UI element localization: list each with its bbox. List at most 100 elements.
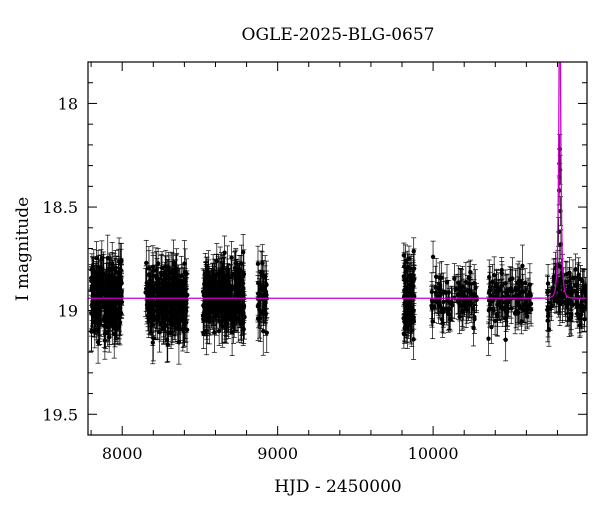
data-point-marker — [146, 283, 152, 288]
data-point — [143, 268, 149, 317]
data-point — [146, 269, 152, 302]
data-point — [207, 299, 213, 345]
data-point — [202, 253, 208, 295]
data-point-marker — [401, 331, 407, 336]
data-point-marker — [103, 288, 108, 293]
data-point — [117, 299, 123, 346]
data-point-marker — [226, 308, 232, 313]
data-point-marker — [203, 271, 208, 277]
data-point-marker — [99, 304, 104, 310]
data-point-marker — [103, 329, 108, 334]
chart-title: OGLE-2025-BLG-0657 — [242, 25, 435, 45]
data-point — [218, 270, 224, 314]
data-point — [402, 315, 408, 343]
data-point-marker — [153, 267, 159, 273]
data-point-marker — [176, 340, 182, 345]
data-point-marker — [94, 255, 99, 261]
data-point-marker — [225, 279, 230, 285]
data-point-marker — [406, 256, 412, 261]
data-point — [118, 270, 124, 318]
data-point-marker — [107, 273, 112, 278]
data-point-marker — [200, 289, 206, 294]
data-point-marker — [230, 299, 235, 304]
data-point-marker — [118, 261, 123, 266]
data-point-marker — [408, 309, 414, 314]
data-point-marker — [176, 302, 182, 307]
data-point-marker — [404, 291, 410, 296]
data-point — [222, 235, 228, 270]
data-point-marker — [238, 321, 244, 326]
data-point — [208, 284, 214, 318]
data-point-marker — [174, 289, 180, 294]
data-point-marker — [178, 291, 184, 297]
data-point — [229, 241, 235, 275]
data-point — [410, 280, 416, 310]
data-point-marker — [207, 287, 212, 292]
data-point — [96, 300, 102, 336]
data-point-marker — [95, 291, 100, 296]
data-point-marker — [109, 277, 115, 282]
data-point — [411, 248, 417, 289]
data-point — [408, 295, 414, 328]
data-point — [214, 243, 220, 280]
data-point-marker — [92, 311, 97, 316]
data-point-marker — [411, 273, 416, 278]
data-point-marker — [241, 314, 247, 319]
data-point-marker — [117, 320, 123, 325]
data-point — [200, 299, 206, 332]
data-point-marker — [256, 280, 261, 286]
data-point-marker — [155, 316, 160, 322]
data-point — [403, 267, 409, 306]
data-point-marker — [150, 322, 155, 328]
data-point-marker — [201, 331, 206, 336]
data-point-marker — [149, 298, 154, 304]
data-point-marker — [143, 290, 148, 295]
data-point-marker — [151, 290, 156, 295]
data-point-marker — [111, 331, 117, 337]
data-point-marker — [240, 283, 245, 288]
data-point — [213, 286, 219, 336]
data-point — [98, 286, 104, 328]
data-point-marker — [407, 303, 413, 309]
data-point — [221, 272, 227, 318]
data-point — [103, 314, 109, 349]
data-point-marker — [116, 298, 122, 304]
data-point-marker — [144, 260, 149, 266]
data-point-marker — [181, 298, 186, 304]
data-point-marker — [255, 316, 261, 321]
data-point — [165, 284, 171, 318]
data-point — [169, 274, 175, 311]
data-point-marker — [222, 250, 227, 255]
data-point-marker — [225, 304, 230, 310]
data-point — [150, 273, 156, 311]
data-point-marker — [204, 310, 210, 315]
data-point-marker — [214, 258, 220, 264]
data-point-marker — [157, 309, 162, 314]
data-point — [102, 274, 108, 307]
data-point-marker — [155, 261, 161, 266]
data-point — [184, 258, 190, 290]
data-point-marker — [213, 288, 218, 294]
data-point-marker — [233, 314, 238, 320]
data-point — [94, 261, 100, 304]
data-point-marker — [407, 273, 413, 278]
data-point — [407, 262, 413, 289]
data-point — [401, 242, 407, 268]
data-point-marker — [203, 277, 209, 282]
data-point-marker — [219, 319, 224, 325]
data-point-marker — [411, 266, 417, 271]
data-point-marker — [402, 326, 408, 332]
data-point — [180, 308, 186, 352]
data-point-marker — [214, 308, 219, 314]
data-point-marker — [96, 316, 102, 321]
data-point-marker — [183, 303, 188, 308]
data-point — [259, 244, 265, 282]
data-point-marker — [94, 280, 100, 285]
data-point-marker — [240, 250, 246, 255]
data-point — [113, 258, 119, 303]
data-point — [406, 245, 412, 272]
data-point-marker — [184, 271, 189, 276]
data-point-marker — [114, 316, 119, 321]
data-point-marker — [159, 272, 164, 278]
